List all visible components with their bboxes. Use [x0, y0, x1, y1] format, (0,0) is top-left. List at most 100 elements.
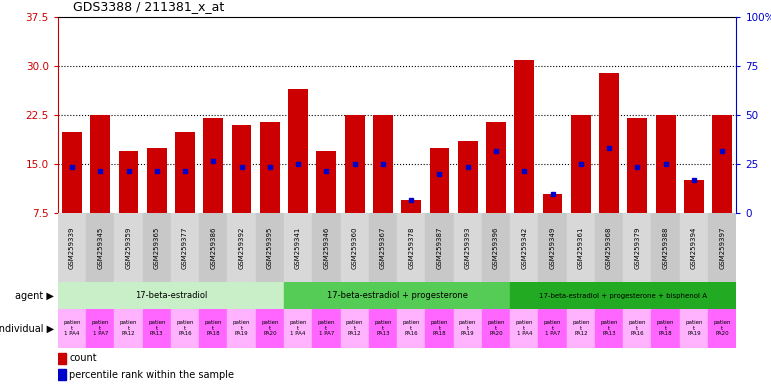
Text: patien
t
PA13: patien t PA13	[148, 320, 166, 336]
Bar	[58, 369, 66, 380]
Bar	[114, 213, 143, 282]
Bar	[369, 213, 397, 282]
Bar	[397, 213, 426, 282]
Text: GSM259387: GSM259387	[436, 227, 443, 269]
Text: GSM259392: GSM259392	[238, 227, 244, 269]
Text: patien
t
1 PA7: patien t 1 PA7	[544, 320, 561, 336]
Bar	[171, 213, 199, 282]
Bar	[58, 213, 86, 282]
Bar	[628, 119, 647, 213]
Text: patien
t
PA19: patien t PA19	[233, 320, 251, 336]
Text: patien
t
PA16: patien t PA16	[402, 320, 420, 336]
Bar	[595, 213, 623, 282]
Bar	[86, 309, 114, 348]
Bar	[510, 309, 538, 348]
Bar	[514, 60, 534, 213]
Bar	[623, 213, 651, 282]
Text: GSM259349: GSM259349	[550, 227, 556, 269]
Text: GSM259359: GSM259359	[126, 227, 132, 269]
Text: GSM259339: GSM259339	[69, 227, 75, 269]
Bar	[482, 213, 510, 282]
Bar	[684, 180, 704, 213]
Bar	[567, 309, 595, 348]
Bar	[143, 213, 171, 282]
Bar	[655, 115, 675, 213]
Text: GSM259377: GSM259377	[182, 227, 188, 269]
Text: GSM259396: GSM259396	[493, 227, 499, 269]
Text: GSM259367: GSM259367	[380, 227, 386, 269]
Text: GSM259386: GSM259386	[210, 227, 217, 269]
Text: patien
t
PA19: patien t PA19	[459, 320, 476, 336]
Text: GSM259395: GSM259395	[267, 227, 273, 269]
Bar	[341, 213, 369, 282]
Bar	[543, 194, 562, 213]
Text: patien
t
1 PA4: patien t 1 PA4	[516, 320, 533, 336]
Text: patien
t
1 PA4: patien t 1 PA4	[289, 320, 307, 336]
Bar	[401, 200, 421, 213]
Bar	[538, 213, 567, 282]
Bar	[256, 309, 284, 348]
Bar	[397, 309, 426, 348]
Bar	[708, 213, 736, 282]
Text: patien
t
PA20: patien t PA20	[487, 320, 505, 336]
Bar	[256, 213, 284, 282]
Text: agent ▶: agent ▶	[15, 291, 54, 301]
Bar	[453, 309, 482, 348]
Bar	[90, 115, 110, 213]
Text: patien
t
1 PA7: patien t 1 PA7	[92, 320, 109, 336]
Bar	[58, 282, 284, 309]
Text: 17-beta-estradiol: 17-beta-estradiol	[135, 291, 207, 300]
Text: patien
t
1 PA7: patien t 1 PA7	[318, 320, 335, 336]
Text: patien
t
PA20: patien t PA20	[261, 320, 278, 336]
Text: patien
t
PA13: patien t PA13	[374, 320, 392, 336]
Bar	[227, 213, 256, 282]
Bar	[429, 148, 449, 213]
Bar	[58, 309, 86, 348]
Bar	[595, 309, 623, 348]
Bar	[146, 148, 167, 213]
Bar	[62, 132, 82, 213]
Text: patien
t
PA13: patien t PA13	[601, 320, 618, 336]
Text: GSM259346: GSM259346	[323, 227, 329, 269]
Text: GSM259342: GSM259342	[521, 227, 527, 269]
Bar	[312, 309, 341, 348]
Bar	[510, 213, 538, 282]
Text: GSM259365: GSM259365	[153, 227, 160, 269]
Bar	[119, 151, 138, 213]
Bar	[567, 213, 595, 282]
Bar	[426, 213, 453, 282]
Bar	[199, 309, 227, 348]
Text: patien
t
PA18: patien t PA18	[204, 320, 222, 336]
Bar	[486, 122, 506, 213]
Bar	[571, 115, 591, 213]
Bar	[341, 309, 369, 348]
Bar	[86, 213, 114, 282]
Text: patien
t
1 PA4: patien t 1 PA4	[63, 320, 81, 336]
Bar	[312, 213, 341, 282]
Bar	[171, 309, 199, 348]
Bar	[369, 309, 397, 348]
Text: percentile rank within the sample: percentile rank within the sample	[69, 370, 234, 380]
Bar	[143, 309, 171, 348]
Text: patien
t
PA20: patien t PA20	[713, 320, 731, 336]
Bar	[599, 73, 619, 213]
Text: patien
t
PA12: patien t PA12	[346, 320, 363, 336]
Text: patien
t
PA18: patien t PA18	[431, 320, 448, 336]
Bar	[712, 115, 732, 213]
Text: GSM259379: GSM259379	[635, 227, 641, 269]
Bar	[680, 213, 708, 282]
Bar	[482, 309, 510, 348]
Text: patien
t
PA19: patien t PA19	[685, 320, 702, 336]
Text: patien
t
PA18: patien t PA18	[657, 320, 675, 336]
Bar	[426, 309, 453, 348]
Text: GSM259388: GSM259388	[662, 227, 668, 269]
Bar	[199, 213, 227, 282]
Bar	[175, 132, 195, 213]
Bar	[231, 125, 251, 213]
Bar	[708, 309, 736, 348]
Text: count: count	[69, 353, 97, 364]
Text: GDS3388 / 211381_x_at: GDS3388 / 211381_x_at	[73, 0, 224, 13]
Text: patien
t
PA12: patien t PA12	[120, 320, 137, 336]
Text: GSM259341: GSM259341	[295, 227, 301, 269]
Text: GSM259345: GSM259345	[97, 227, 103, 269]
